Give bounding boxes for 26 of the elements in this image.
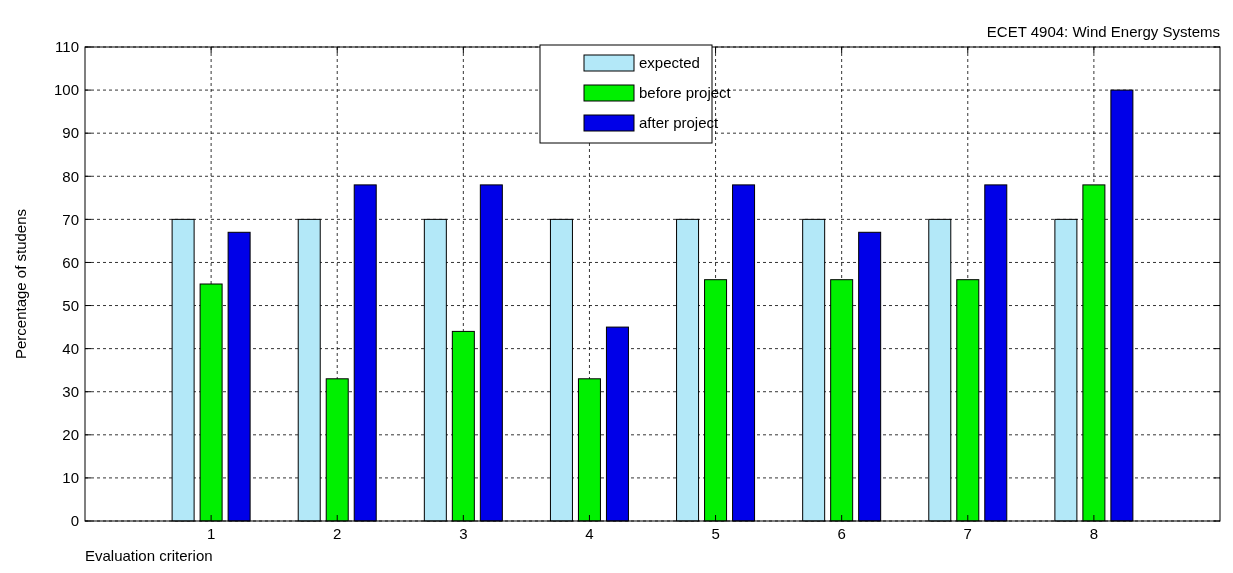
legend-label: expected bbox=[639, 54, 700, 72]
x-tick-label: 5 bbox=[711, 525, 720, 542]
y-tick-label: 90 bbox=[62, 124, 79, 142]
x-tick-label: 6 bbox=[837, 525, 846, 542]
y-tick-label: 110 bbox=[55, 38, 79, 56]
x-axis-title: Evaluation criterion bbox=[85, 547, 213, 564]
chart-title: ECET 4904: Wind Energy Systems bbox=[986, 23, 1220, 40]
y-tick-label: 0 bbox=[70, 512, 79, 530]
x-tick-label: 1 bbox=[206, 525, 216, 542]
y-tick-label: 60 bbox=[62, 253, 79, 271]
legend-label: before project bbox=[639, 84, 732, 102]
y-tick-label: 50 bbox=[62, 296, 79, 314]
y-tick-label: 70 bbox=[62, 210, 79, 228]
x-tick-label: 8 bbox=[1089, 525, 1099, 542]
x-tick-label: 4 bbox=[585, 525, 594, 542]
legend-label: after project bbox=[639, 114, 720, 132]
y-tick-label: 10 bbox=[62, 469, 79, 487]
y-tick-label: 100 bbox=[53, 81, 79, 99]
x-tick-label: 7 bbox=[963, 525, 972, 542]
x-tick-label: 3 bbox=[459, 525, 468, 542]
x-tick-label: 2 bbox=[333, 525, 342, 542]
y-tick-label: 40 bbox=[62, 339, 79, 357]
y-axis-title: Percentage of studens bbox=[12, 208, 29, 360]
y-tick-label: 80 bbox=[62, 167, 79, 185]
y-tick-label: 20 bbox=[62, 426, 79, 444]
y-tick-label: 30 bbox=[62, 382, 79, 400]
